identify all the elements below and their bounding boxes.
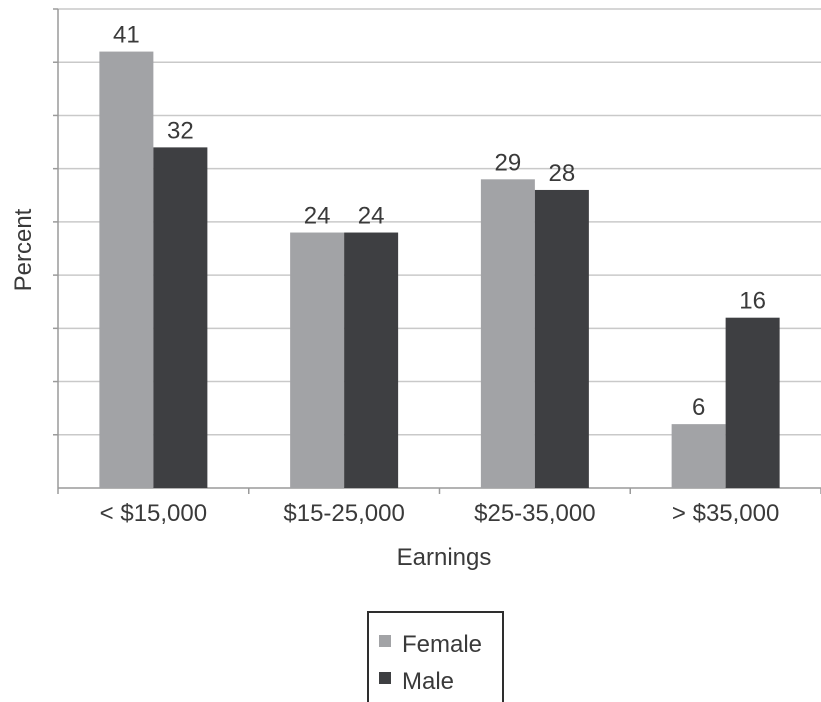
value-label: 24 bbox=[304, 203, 331, 230]
value-label: 28 bbox=[549, 160, 576, 187]
x-axis-title: Earnings bbox=[397, 544, 492, 571]
x-tick-label: $25-35,000 bbox=[474, 500, 595, 527]
legend-label-female: Female bbox=[402, 631, 482, 658]
bar-male bbox=[344, 232, 399, 488]
x-tick-label: < $15,000 bbox=[100, 500, 207, 527]
bars bbox=[99, 51, 780, 489]
bar-female bbox=[99, 51, 154, 488]
bar-female bbox=[290, 232, 345, 488]
legend-swatch-male bbox=[379, 672, 391, 684]
value-label: 29 bbox=[495, 149, 522, 176]
y-axis-title: Percent bbox=[10, 208, 37, 291]
legend-swatch-female bbox=[379, 635, 391, 647]
legend-label-male: Male bbox=[402, 668, 454, 695]
x-tick-labels: < $15,000 $15-25,000 $25-35,000 > $35,000 bbox=[100, 500, 780, 527]
value-label: 41 bbox=[113, 22, 140, 49]
value-label: 6 bbox=[692, 394, 705, 421]
bar-male bbox=[534, 189, 589, 488]
legend: Female Male bbox=[367, 611, 504, 702]
x-tick-label: $15-25,000 bbox=[283, 500, 404, 527]
legend-box bbox=[367, 611, 504, 702]
bar-male bbox=[153, 147, 208, 488]
value-label: 24 bbox=[358, 203, 385, 230]
bar-female bbox=[480, 179, 535, 489]
bar-male bbox=[725, 317, 780, 488]
value-label: 32 bbox=[167, 117, 194, 144]
value-label: 16 bbox=[739, 288, 766, 315]
bar-female bbox=[671, 424, 726, 488]
x-tick-label: > $35,000 bbox=[672, 500, 779, 527]
value-labels: 41 32 24 24 29 28 6 16 bbox=[113, 22, 766, 422]
